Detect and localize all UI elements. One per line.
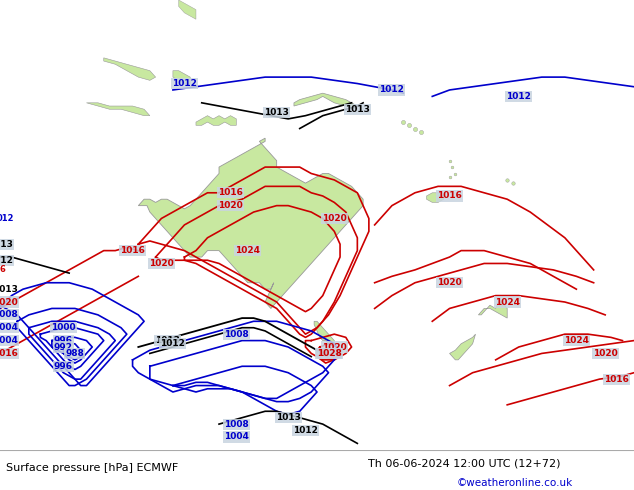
Text: 1000: 1000 (51, 323, 75, 332)
Text: Surface pressure [hPa] ECMWF: Surface pressure [hPa] ECMWF (6, 463, 179, 473)
Text: 1024: 1024 (316, 349, 341, 358)
Text: 1013: 1013 (0, 240, 13, 249)
Text: 1008: 1008 (224, 419, 249, 429)
Polygon shape (314, 321, 334, 344)
Text: 1024: 1024 (564, 336, 589, 345)
Text: 1008: 1008 (224, 330, 249, 339)
Polygon shape (427, 193, 444, 202)
Text: 6: 6 (0, 266, 6, 274)
Text: 996: 996 (54, 362, 73, 371)
Text: 1013: 1013 (0, 285, 18, 294)
Polygon shape (138, 138, 363, 308)
Text: ©weatheronline.co.uk: ©weatheronline.co.uk (456, 478, 573, 488)
Text: 1004: 1004 (0, 323, 18, 332)
Text: 996: 996 (54, 336, 73, 345)
Text: 1012: 1012 (172, 79, 197, 88)
Text: 988: 988 (65, 349, 84, 358)
Text: 012: 012 (0, 214, 15, 223)
Text: 1013: 1013 (264, 108, 289, 117)
Text: 1028: 1028 (317, 349, 342, 358)
Text: 1020: 1020 (322, 343, 347, 351)
Text: 1016: 1016 (0, 349, 18, 358)
Text: 1004: 1004 (224, 433, 249, 441)
Text: 1004: 1004 (0, 336, 18, 345)
Polygon shape (104, 58, 155, 80)
Text: 1020: 1020 (322, 214, 347, 223)
Text: 1016: 1016 (437, 192, 462, 200)
Text: 1024: 1024 (235, 246, 261, 255)
Text: 1020: 1020 (437, 278, 462, 287)
Text: 1020: 1020 (218, 201, 243, 210)
Polygon shape (196, 116, 236, 125)
Text: 992: 992 (54, 343, 73, 351)
Text: Th 06-06-2024 12:00 UTC (12+72): Th 06-06-2024 12:00 UTC (12+72) (368, 459, 560, 469)
Polygon shape (173, 71, 190, 83)
Polygon shape (294, 93, 358, 109)
Text: 1016: 1016 (218, 188, 243, 197)
Polygon shape (179, 0, 196, 19)
Text: 1020: 1020 (593, 349, 618, 358)
Polygon shape (479, 302, 507, 318)
Text: 1013: 1013 (155, 336, 179, 345)
Text: 1012: 1012 (0, 256, 13, 265)
Text: 1012: 1012 (293, 426, 318, 435)
Text: 1012: 1012 (380, 85, 404, 95)
Text: 1008: 1008 (0, 310, 18, 319)
Text: 1013: 1013 (276, 413, 301, 422)
Text: 1024: 1024 (495, 297, 520, 307)
Text: 1016: 1016 (120, 246, 145, 255)
Text: 1012: 1012 (160, 339, 185, 348)
Text: 1020: 1020 (0, 297, 18, 307)
Text: 1016: 1016 (604, 375, 629, 384)
Polygon shape (450, 334, 476, 360)
Text: 1012: 1012 (507, 92, 531, 101)
Text: 1013: 1013 (345, 105, 370, 114)
Polygon shape (86, 103, 150, 116)
Text: 1020: 1020 (149, 259, 174, 268)
